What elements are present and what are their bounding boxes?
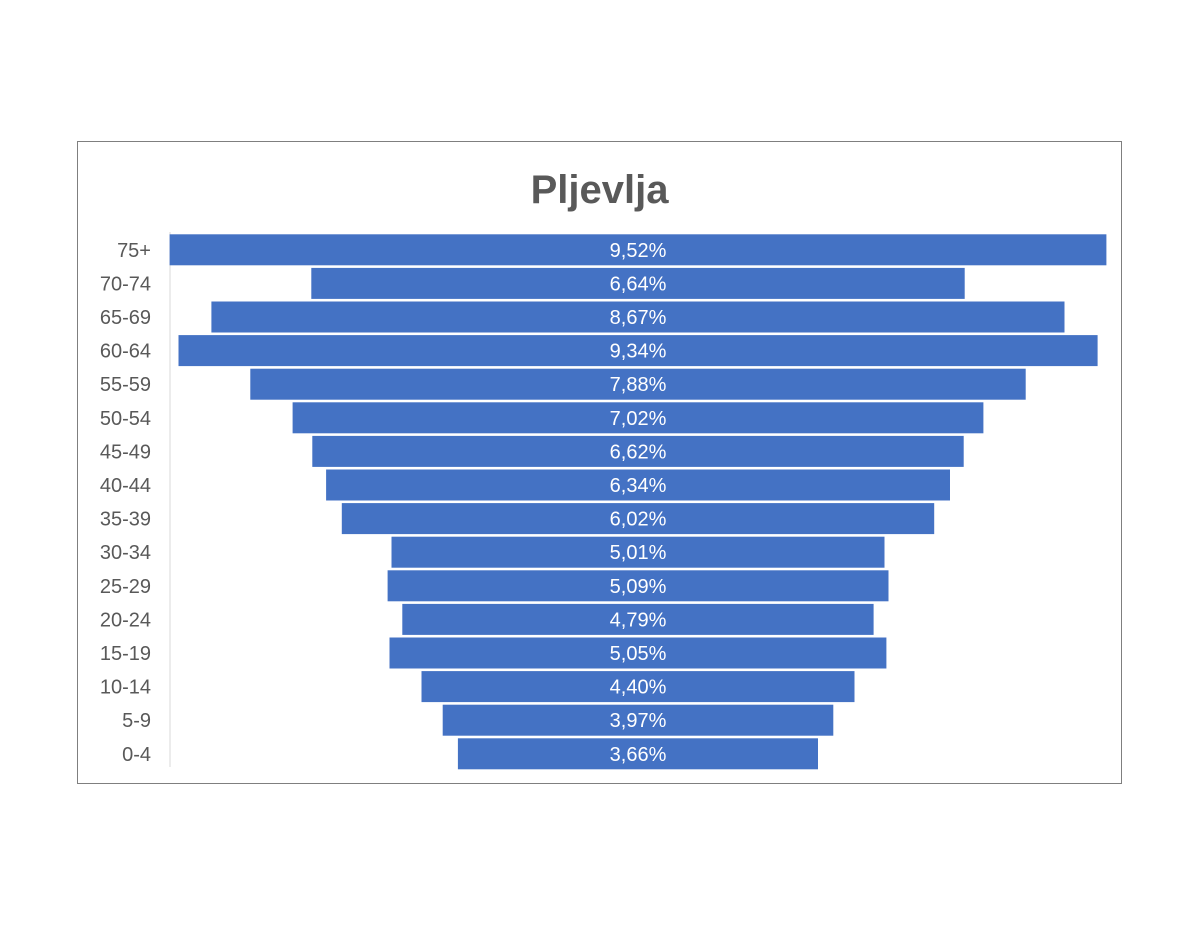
bar-45-49: [312, 435, 964, 467]
category-labels: 75+ 70-74 65-69 60-64 55-59 50-54 45-49 40-44 35…: [100, 240, 151, 766]
bar-55-59: [250, 368, 1026, 400]
bar-25-29: [387, 570, 889, 602]
category-label-55-59: 55-59: [100, 374, 151, 396]
data-label-45-49: 6,62%: [610, 441, 667, 463]
category-label-40-44: 40-44: [100, 475, 151, 497]
data-label-75+: 9,52%: [610, 240, 667, 262]
bars-layer: [169, 234, 1107, 770]
data-label-15-19: 5,05%: [610, 643, 667, 665]
category-label-0-4: 0-4: [122, 744, 151, 766]
data-label-0-4: 3,66%: [610, 744, 667, 766]
category-label-20-24: 20-24: [100, 609, 151, 631]
data-label-20-24: 4,79%: [610, 609, 667, 631]
data-label-50-54: 7,02%: [610, 408, 667, 430]
bar-20-24: [402, 603, 874, 635]
data-label-25-29: 5,09%: [610, 576, 667, 598]
bar-15-19: [389, 637, 887, 669]
category-label-25-29: 25-29: [100, 576, 151, 598]
category-label-5-9: 5-9: [122, 710, 151, 732]
bar-70-74: [311, 267, 965, 299]
chart-frame: Pljevlja 75+ 70-74 65-69 60-64 55-59 50-54 45-…: [77, 141, 1122, 784]
data-labels: 9,52% 6,64% 8,67% 9,34% 7,88% 7,02% 6,62% 6,34%…: [610, 240, 667, 766]
bar-40-44: [326, 469, 951, 501]
data-label-55-59: 7,88%: [610, 374, 667, 396]
data-label-5-9: 3,97%: [610, 710, 667, 732]
category-label-50-54: 50-54: [100, 408, 151, 430]
bar-35-39: [341, 503, 935, 535]
category-label-15-19: 15-19: [100, 643, 151, 665]
bar-50-54: [292, 402, 984, 434]
category-label-70-74: 70-74: [100, 273, 151, 295]
category-label-45-49: 45-49: [100, 441, 151, 463]
bar-60-64: [178, 335, 1098, 367]
population-pyramid-chart: 75+ 70-74 65-69 60-64 55-59 50-54 45-49 40-44 35…: [100, 232, 1107, 770]
category-label-75+: 75+: [117, 240, 151, 262]
data-label-40-44: 6,34%: [610, 475, 667, 497]
bar-10-14: [421, 671, 855, 703]
bar-65-69: [211, 301, 1065, 333]
data-label-65-69: 8,67%: [610, 307, 667, 329]
data-label-10-14: 4,40%: [610, 677, 667, 699]
chart-title: Pljevlja: [530, 168, 669, 212]
category-label-35-39: 35-39: [100, 509, 151, 531]
category-label-65-69: 65-69: [100, 307, 151, 329]
bar-0-4: [457, 738, 818, 770]
bar-30-34: [391, 536, 885, 568]
category-label-30-34: 30-34: [100, 542, 151, 564]
category-label-60-64: 60-64: [100, 341, 151, 363]
bar-5-9: [442, 704, 834, 736]
data-label-60-64: 9,34%: [610, 341, 667, 363]
category-label-10-14: 10-14: [100, 677, 151, 699]
data-label-30-34: 5,01%: [610, 542, 667, 564]
bar-75+: [169, 234, 1107, 266]
data-label-70-74: 6,64%: [610, 273, 667, 295]
data-label-35-39: 6,02%: [610, 509, 667, 531]
